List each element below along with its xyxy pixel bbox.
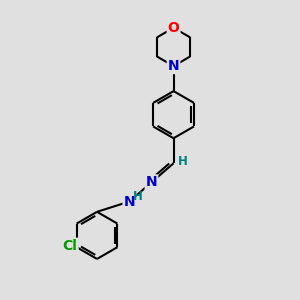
Text: H: H [178,155,187,168]
Text: O: O [168,21,179,35]
Text: N: N [124,194,135,208]
Text: N: N [146,176,157,189]
Text: Cl: Cl [63,239,78,253]
Text: H: H [133,190,142,203]
Text: N: N [168,59,179,73]
